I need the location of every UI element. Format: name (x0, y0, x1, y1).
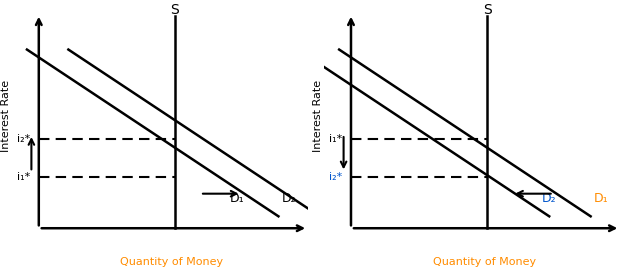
Text: i₂*: i₂* (329, 172, 342, 182)
Text: S: S (483, 3, 492, 17)
Text: i₂*: i₂* (17, 134, 30, 144)
Text: Quantity of Money: Quantity of Money (432, 257, 536, 267)
Text: S: S (171, 3, 179, 17)
Text: D₁: D₁ (230, 192, 244, 205)
Text: D₂: D₂ (282, 192, 296, 205)
Text: D₁: D₁ (594, 192, 608, 205)
Text: Quantity of Money: Quantity of Money (120, 257, 224, 267)
Text: i₁*: i₁* (329, 134, 342, 144)
Text: Interest Rate: Interest Rate (1, 80, 11, 152)
Text: D₂: D₂ (542, 192, 556, 205)
Text: i₁*: i₁* (17, 172, 30, 182)
Text: Interest Rate: Interest Rate (313, 80, 323, 152)
